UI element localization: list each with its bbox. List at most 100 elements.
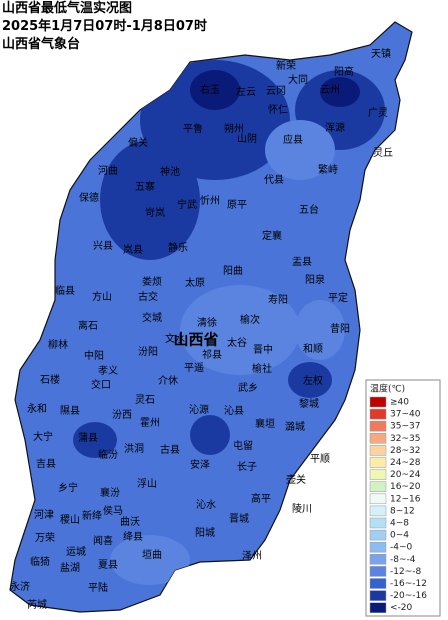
legend-swatch xyxy=(369,529,387,541)
legend-swatch xyxy=(369,481,387,492)
county-label: 平陆 xyxy=(88,581,108,594)
county-label: 古县 xyxy=(160,443,180,456)
county-label: 阳曲 xyxy=(223,265,243,277)
county-label: 沁水 xyxy=(196,499,216,511)
legend-label: 37~40 xyxy=(390,410,421,420)
county-label: 潞城 xyxy=(285,420,305,433)
county-label: 沁源 xyxy=(189,403,209,416)
county-label: 安泽 xyxy=(190,458,210,471)
county-label: 方山 xyxy=(92,290,112,303)
county-label: 侯马 xyxy=(103,504,123,517)
title-line: 2025年1月7日07时-1月8日07时 xyxy=(2,18,207,34)
county-label: 山西省 xyxy=(173,331,218,349)
legend-label: -4~0 xyxy=(390,543,413,553)
legend-label: 32~35 xyxy=(390,434,420,444)
legend-swatch xyxy=(369,554,387,565)
county-label: 晋城 xyxy=(229,513,249,525)
county-label: 隰县 xyxy=(60,405,80,417)
county-label: 兴县 xyxy=(93,240,113,252)
county-label: 交口 xyxy=(91,378,111,391)
county-label: 屯留 xyxy=(233,439,253,452)
county-label: 闻喜 xyxy=(93,534,113,547)
county-label: 灵石 xyxy=(135,394,155,406)
legend-swatch xyxy=(369,493,387,505)
county-label: 沁县 xyxy=(224,405,244,417)
county-label: 山阴 xyxy=(237,133,257,145)
legend-label: ≥40 xyxy=(390,398,409,408)
legend-label: 0~4 xyxy=(390,531,409,541)
county-label: 石楼 xyxy=(40,373,60,386)
county-label: 襄汾 xyxy=(100,486,120,499)
legend-label: <-20 xyxy=(390,603,413,613)
legend-label: 35~37 xyxy=(390,422,420,432)
legend-label: -20~-16 xyxy=(390,591,427,601)
county-label: 五寨 xyxy=(135,180,155,193)
county-label: 壶关 xyxy=(286,473,306,486)
legend-label: 28~32 xyxy=(390,446,420,456)
county-label: 阳高 xyxy=(334,65,354,78)
title-line: 山西省最低气温实况图 xyxy=(2,0,132,16)
county-label: 临县 xyxy=(55,284,75,297)
county-label: 云冈 xyxy=(266,85,286,97)
county-label: 娄烦 xyxy=(142,275,162,288)
county-label: 河曲 xyxy=(98,165,118,177)
county-label: 忻州 xyxy=(200,194,220,207)
county-label: 太谷 xyxy=(227,336,247,349)
county-label: 榆社 xyxy=(252,362,272,375)
county-label: 和顺 xyxy=(303,343,323,355)
legend-swatch xyxy=(369,469,387,480)
county-label: 代县 xyxy=(264,174,284,186)
county-label: 右玉 xyxy=(200,83,220,96)
county-label: 新荣 xyxy=(276,59,296,72)
temperature-shading xyxy=(73,60,385,585)
county-label: 临猗 xyxy=(30,555,50,568)
county-label: 蒲县 xyxy=(78,431,98,444)
legend-label: 12~16 xyxy=(390,494,421,504)
county-label: 古交 xyxy=(138,290,158,303)
county-label: 文水 xyxy=(165,332,185,345)
legend-swatch xyxy=(369,408,387,420)
county-label: 垣曲 xyxy=(142,549,162,561)
county-label: 繁峙 xyxy=(318,163,338,176)
county-label: 盐湖 xyxy=(60,561,80,574)
county-label: 岢岚 xyxy=(145,207,165,219)
county-label: 阳泉 xyxy=(305,273,325,286)
legend-swatch xyxy=(369,420,387,432)
county-label: 广灵 xyxy=(368,107,388,119)
county-label: 昔阳 xyxy=(330,323,350,335)
legend-swatch xyxy=(369,445,387,456)
county-label: 宁武 xyxy=(177,198,197,211)
county-label: 河津 xyxy=(34,509,54,521)
county-label: 平遥 xyxy=(184,361,204,374)
legend-swatch xyxy=(369,505,387,517)
legend-label: -8~-4 xyxy=(390,555,416,565)
county-label: 盂县 xyxy=(292,256,312,268)
county-label: 平鲁 xyxy=(183,122,203,135)
county-label: 灵丘 xyxy=(373,147,393,159)
legend-label: -12~-8 xyxy=(390,567,421,577)
county-label: 晋中 xyxy=(253,343,273,356)
county-label: 五台 xyxy=(299,203,319,216)
county-label: 左权 xyxy=(303,374,323,387)
county-label: 武乡 xyxy=(238,381,258,394)
legend-label: 16~20 xyxy=(390,482,421,492)
county-label: 绛县 xyxy=(123,530,143,543)
county-label: 稷山 xyxy=(60,514,80,526)
county-label: 汾西 xyxy=(112,409,132,421)
county-label: 定襄 xyxy=(262,229,282,242)
county-label: 夏县 xyxy=(98,559,118,571)
county-label: 阳城 xyxy=(195,527,215,539)
legend-swatch xyxy=(369,396,387,408)
county-label: 中阳 xyxy=(84,349,104,362)
legend-swatch xyxy=(369,541,387,553)
county-label: 乡宁 xyxy=(58,481,78,494)
county-label: 霍州 xyxy=(140,417,160,429)
county-label: 神池 xyxy=(160,165,180,178)
county-label: 介休 xyxy=(158,375,178,387)
county-label: 临汾 xyxy=(98,448,118,461)
county-label: 静乐 xyxy=(168,241,188,254)
county-label: 大同 xyxy=(288,73,308,86)
legend-title: 温度(℃) xyxy=(370,383,405,395)
county-label: 洪洞 xyxy=(124,443,144,455)
